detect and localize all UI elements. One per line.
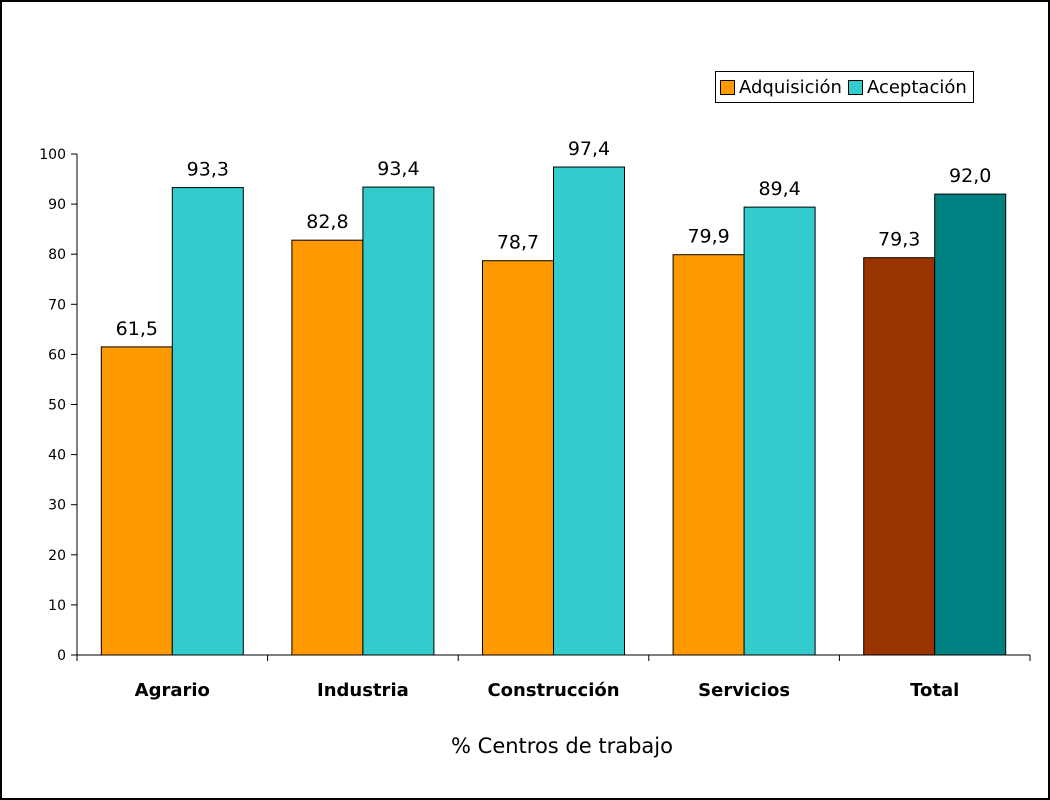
legend-swatch-aceptacion (847, 79, 863, 95)
legend-item-adquisicion: Adquisición (720, 77, 842, 98)
legend-label-aceptacion: Aceptación (866, 76, 967, 98)
data-label: 79,9 (687, 226, 729, 248)
y-tick-label: 10 (48, 598, 66, 614)
data-label: 79,3 (878, 229, 920, 251)
x-tick-label: Total (910, 680, 959, 701)
bar-adquisicion (672, 254, 745, 656)
bar-adquisicion (291, 239, 364, 656)
data-label: 93,4 (377, 158, 419, 180)
x-axis-title: % Centros de trabajo (451, 734, 673, 758)
bar-adquisicion (863, 257, 936, 656)
bar-adquisicion (482, 260, 554, 656)
legend-label-adquisicion: Adquisición (739, 76, 842, 98)
legend: Adquisición Aceptación (715, 71, 974, 103)
y-tick-label: 70 (48, 297, 66, 313)
y-tick-label: 100 (39, 147, 66, 163)
bar-aceptacion (171, 187, 244, 656)
data-label: 89,4 (758, 178, 800, 200)
data-label: 82,8 (306, 211, 348, 233)
data-label: 97,4 (568, 138, 610, 160)
y-tick-label: 40 (48, 448, 66, 464)
bar-aceptacion (553, 166, 625, 656)
y-tick-label: 20 (48, 548, 66, 564)
x-tick-label: Industria (317, 680, 409, 701)
bar-aceptacion (362, 186, 435, 656)
y-tick-label: 50 (48, 398, 66, 414)
data-label: 61,5 (116, 318, 158, 340)
data-label: 78,7 (497, 232, 539, 254)
x-tick-label: Servicios (698, 680, 790, 701)
legend-swatch-adquisicion (720, 79, 735, 95)
y-tick-label: 30 (48, 498, 66, 514)
bar-adquisicion (100, 346, 173, 656)
x-tick-label: Agrario (135, 680, 210, 701)
legend-item-aceptacion: Aceptación (847, 76, 967, 98)
y-tick-label: 90 (48, 197, 66, 213)
data-label: 93,3 (187, 159, 229, 181)
y-tick-label: 60 (48, 347, 66, 363)
bar-aceptacion (934, 193, 1007, 656)
y-tick-label: 80 (48, 247, 66, 263)
x-tick-label: Construcción (487, 680, 619, 701)
data-label: 92,0 (949, 165, 991, 187)
bar-aceptacion (743, 206, 816, 656)
y-tick-label: 0 (57, 648, 66, 664)
